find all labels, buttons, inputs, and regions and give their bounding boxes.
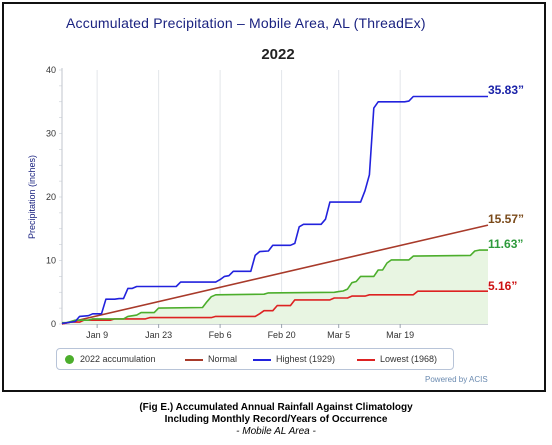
- legend-line-icon: [357, 358, 375, 361]
- legend-item-lowest[interactable]: Lowest (1968): [357, 349, 437, 369]
- end-label-normal: 15.57”: [488, 212, 525, 226]
- series-line-highest: [61, 95, 488, 325]
- legend-label: Highest (1929): [276, 354, 336, 364]
- x-tick-label: Jan 23: [145, 330, 172, 340]
- figure-caption: (Fig E.) Accumulated Annual Rainfall Aga…: [0, 402, 552, 438]
- legend-item-accumulation[interactable]: 2022 accumulation: [65, 349, 156, 369]
- end-label-highest: 35.83”: [488, 83, 525, 97]
- caption-line-2: Including Monthly Record/Years of Occurr…: [164, 414, 388, 425]
- series-line-lowest: [61, 290, 488, 325]
- chart-title: Accumulated Precipitation – Mobile Area,…: [66, 15, 426, 31]
- series-line-accumulation: [62, 249, 488, 324]
- end-label-lowest: 5.16”: [488, 279, 518, 293]
- y-tick-label: 30: [46, 129, 56, 139]
- x-tick-label: Jan 9: [86, 330, 108, 340]
- acis-credit-link[interactable]: Powered by ACIS: [425, 375, 488, 384]
- x-tick-label: Feb 6: [209, 330, 232, 340]
- series-area-accumulation: [62, 250, 488, 324]
- legend-item-highest[interactable]: Highest (1929): [253, 349, 335, 369]
- y-axis-label: Precipitation (inches): [27, 155, 37, 239]
- y-tick-label: 10: [46, 256, 56, 266]
- caption-line-1: (Fig E.) Accumulated Annual Rainfall Aga…: [139, 402, 413, 413]
- x-tick-label: Mar 5: [327, 330, 350, 340]
- x-tick-label: Mar 19: [386, 330, 414, 340]
- legend-dot-icon: [65, 355, 74, 365]
- legend-label: Normal: [208, 354, 238, 364]
- legend: 2022 accumulation Normal Highest (1929) …: [56, 348, 454, 370]
- end-label-accumulation: 11.63”: [488, 237, 524, 251]
- legend-line-icon: [185, 358, 203, 361]
- legend-label: Lowest (1968): [380, 354, 438, 364]
- caption-line-3: - Mobile AL Area -: [236, 426, 316, 437]
- y-tick-label: 0: [51, 319, 56, 329]
- legend-label: 2022 accumulation: [80, 354, 156, 364]
- series-line-normal: [61, 224, 489, 325]
- legend-line-icon: [253, 358, 271, 361]
- chart-frame: Accumulated Precipitation – Mobile Area,…: [2, 2, 546, 392]
- chart-year: 2022: [261, 46, 295, 63]
- y-tick-label: 20: [46, 192, 56, 202]
- legend-item-normal[interactable]: Normal: [185, 349, 237, 369]
- x-tick-label: Feb 20: [268, 330, 296, 340]
- y-tick-label: 40: [46, 65, 56, 75]
- plot-area: 0 10 20 30 40 Jan 9 Jan 23 Feb 6 Feb 20 Mar 5 Mar …: [27, 65, 489, 340]
